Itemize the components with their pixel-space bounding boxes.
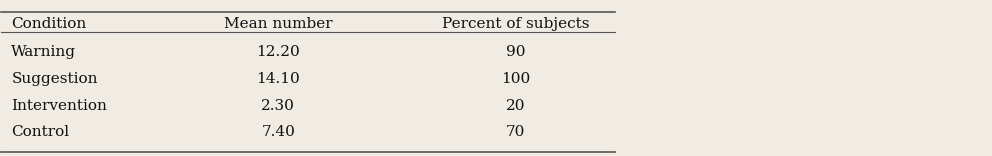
Text: 2.30: 2.30 [262, 99, 296, 113]
Text: 7.40: 7.40 [262, 125, 296, 139]
Text: 70: 70 [506, 125, 526, 139]
Text: Control: Control [11, 125, 69, 139]
Text: 100: 100 [501, 72, 531, 86]
Text: Intervention: Intervention [11, 99, 107, 113]
Text: 14.10: 14.10 [257, 72, 301, 86]
Text: 90: 90 [506, 45, 526, 59]
Text: Mean number: Mean number [224, 17, 332, 31]
Text: Percent of subjects: Percent of subjects [442, 17, 589, 31]
Text: Warning: Warning [11, 45, 76, 59]
Text: Suggestion: Suggestion [11, 72, 98, 86]
Text: 12.20: 12.20 [257, 45, 301, 59]
Text: Condition: Condition [11, 17, 86, 31]
Text: 20: 20 [506, 99, 526, 113]
